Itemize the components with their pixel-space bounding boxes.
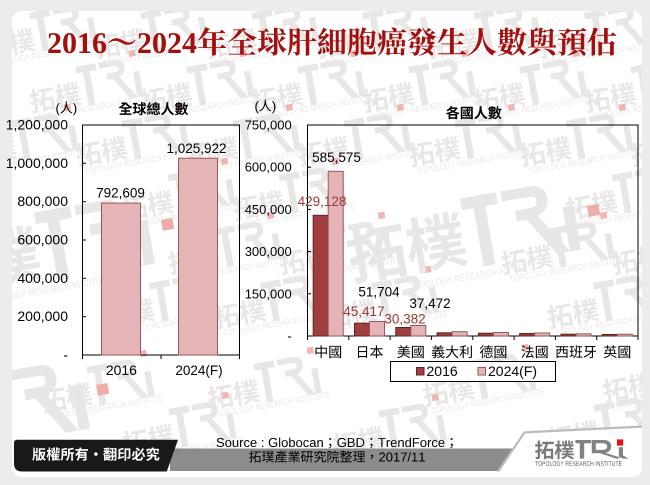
svg-text:51,704: 51,704 — [358, 285, 400, 300]
svg-text:800,000: 800,000 — [17, 193, 68, 209]
svg-text:2024(F): 2024(F) — [488, 363, 537, 379]
svg-text:-: - — [287, 329, 291, 344]
svg-text:400,000: 400,000 — [17, 270, 68, 286]
svg-text:150,000: 150,000 — [245, 286, 292, 301]
svg-text:1,000,000: 1,000,000 — [6, 155, 68, 171]
svg-text:300,000: 300,000 — [245, 244, 292, 259]
svg-text:30,382: 30,382 — [384, 311, 425, 326]
svg-text:2016: 2016 — [427, 363, 458, 379]
svg-text:750,000: 750,000 — [245, 118, 292, 133]
svg-text:200,000: 200,000 — [17, 308, 68, 324]
svg-text:45,417: 45,417 — [343, 304, 384, 319]
svg-text:792,609: 792,609 — [96, 186, 145, 201]
svg-text:1,200,000: 1,200,000 — [6, 117, 68, 133]
svg-text:2024(F): 2024(F) — [175, 363, 222, 378]
svg-text:-: - — [63, 347, 68, 363]
svg-text:1,025,922: 1,025,922 — [166, 141, 226, 156]
svg-text:600,000: 600,000 — [245, 160, 292, 175]
svg-text:2016: 2016 — [106, 362, 137, 378]
svg-text:429,128: 429,128 — [298, 194, 347, 209]
svg-text:450,000: 450,000 — [245, 202, 292, 217]
svg-text:600,000: 600,000 — [17, 232, 68, 248]
svg-text:585,575: 585,575 — [312, 150, 361, 165]
svg-text:37,472: 37,472 — [409, 296, 450, 311]
